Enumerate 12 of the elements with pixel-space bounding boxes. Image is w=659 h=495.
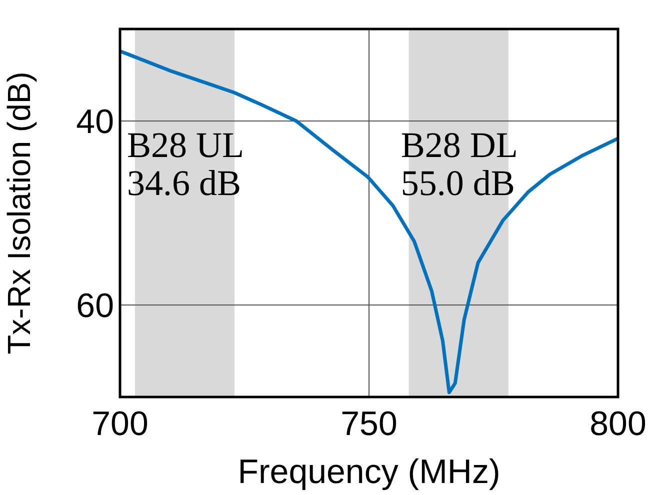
x-tick-label: 700 bbox=[92, 405, 148, 443]
y-tick-label: 60 bbox=[76, 287, 114, 325]
x-axis-title: Frequency (MHz) bbox=[238, 453, 500, 491]
y-axis-title: Tx-Rx Isolation (dB) bbox=[1, 72, 37, 354]
band-label: B28 DL bbox=[400, 125, 518, 165]
band-label: B28 UL bbox=[126, 125, 244, 165]
x-tick-label: 800 bbox=[590, 405, 646, 443]
annotation: 55.0 dB bbox=[400, 163, 515, 203]
x-tick-label: 750 bbox=[340, 405, 398, 443]
annotation: 34.6 dB bbox=[126, 163, 241, 203]
y-tick-label: 40 bbox=[76, 103, 114, 141]
line-series bbox=[120, 49, 618, 394]
